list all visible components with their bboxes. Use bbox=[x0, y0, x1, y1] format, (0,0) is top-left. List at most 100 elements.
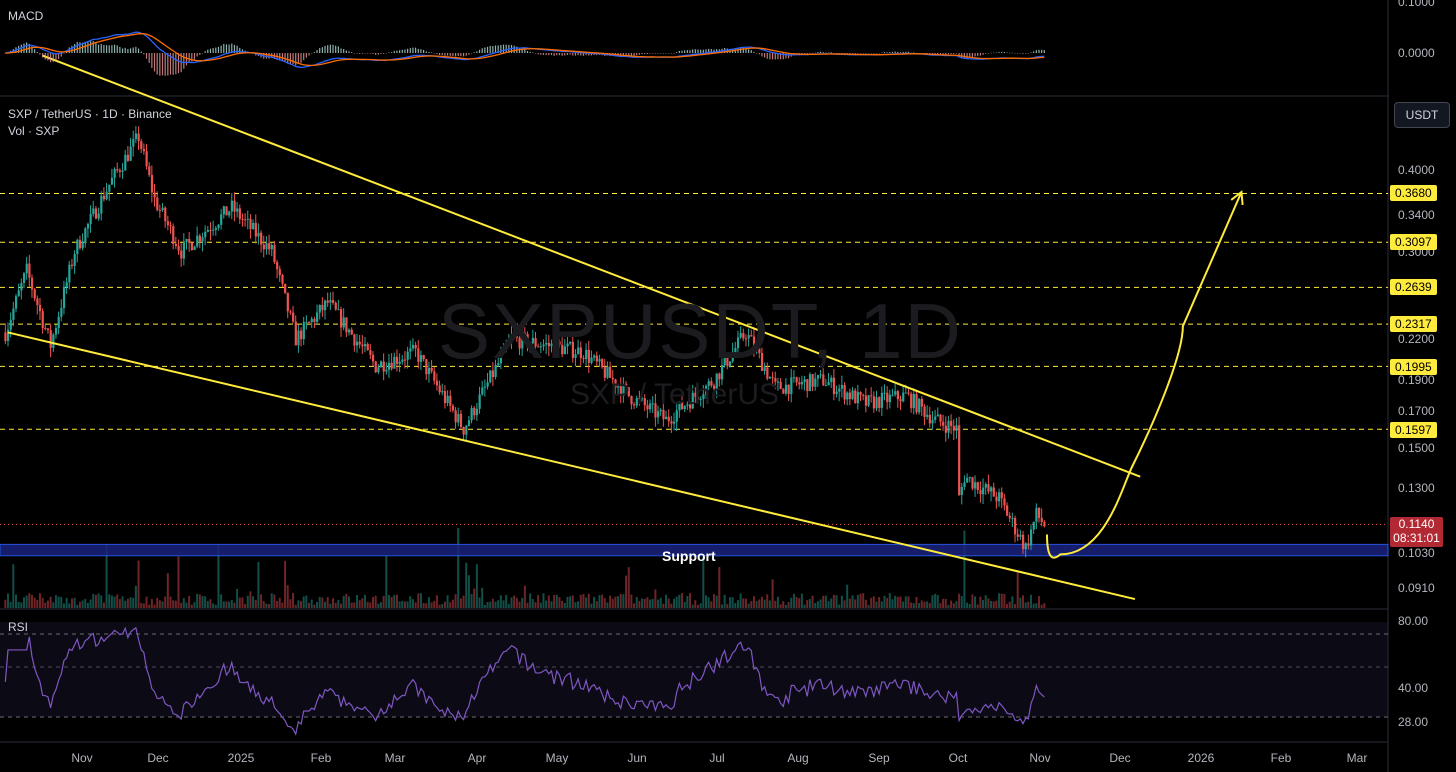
volume-bar bbox=[430, 602, 433, 608]
volume-bar bbox=[899, 596, 902, 608]
macd-histogram-bar bbox=[566, 53, 569, 55]
volume-bar bbox=[462, 595, 465, 608]
candle-body bbox=[627, 387, 630, 397]
volume-bar bbox=[694, 600, 697, 608]
macd-histogram-bar bbox=[425, 51, 427, 53]
macd-histogram-bar bbox=[529, 51, 531, 53]
candle-body bbox=[260, 232, 263, 245]
candle-body bbox=[169, 225, 172, 227]
candle-body bbox=[249, 218, 252, 230]
volume-bar bbox=[947, 604, 950, 608]
candle-body bbox=[1014, 517, 1017, 535]
volume-bar bbox=[920, 600, 923, 608]
volume-bar bbox=[699, 603, 702, 608]
candle-body bbox=[835, 391, 838, 394]
candle-body bbox=[316, 312, 319, 322]
candle-body bbox=[342, 317, 345, 328]
volume-bar bbox=[33, 597, 36, 608]
macd-histogram-bar bbox=[572, 53, 574, 56]
candle-body bbox=[968, 477, 971, 479]
volume-bar bbox=[990, 600, 993, 608]
candle-body bbox=[763, 367, 766, 371]
macd-histogram-bar bbox=[409, 48, 411, 53]
candle-body bbox=[76, 239, 79, 255]
currency-button[interactable]: USDT bbox=[1394, 102, 1450, 128]
trendline bbox=[42, 54, 1141, 478]
macd-histogram-bar bbox=[697, 49, 699, 53]
candle-body bbox=[278, 269, 281, 276]
symbol-label[interactable]: SXP / TetherUS · 1D · Binance bbox=[8, 107, 172, 121]
macd-histogram-bar bbox=[777, 53, 779, 60]
macd-histogram-bar bbox=[361, 53, 363, 54]
projection-arrowhead bbox=[1230, 190, 1244, 206]
macd-histogram-bar bbox=[886, 52, 888, 53]
volume-label[interactable]: Vol · SXP bbox=[8, 124, 60, 138]
candle-body bbox=[334, 302, 337, 310]
candle-body bbox=[393, 356, 396, 369]
volume-bar bbox=[185, 602, 188, 608]
rsi-label[interactable]: RSI bbox=[8, 620, 29, 634]
macd-histogram-bar bbox=[753, 51, 755, 53]
volume-bar bbox=[305, 595, 308, 608]
volume-bar bbox=[651, 598, 654, 608]
macd-histogram-bar bbox=[396, 50, 398, 53]
macd-histogram-bar bbox=[175, 53, 177, 75]
candle-body bbox=[62, 286, 66, 309]
candle-body bbox=[806, 379, 809, 392]
candle-body bbox=[44, 327, 47, 329]
macd-histogram-bar bbox=[63, 53, 65, 54]
macd-histogram-bar bbox=[556, 53, 558, 56]
candle-body bbox=[590, 357, 593, 363]
macd-histogram-bar bbox=[151, 53, 153, 68]
candle-body bbox=[558, 341, 561, 345]
candle-body bbox=[832, 377, 836, 394]
volume-bar bbox=[619, 594, 622, 608]
volume-bar bbox=[473, 588, 476, 608]
candle-body bbox=[134, 133, 138, 140]
volume-bar bbox=[662, 603, 665, 608]
macd-histogram-bar bbox=[60, 53, 62, 57]
macd-histogram-bar bbox=[89, 41, 92, 53]
volume-bar bbox=[739, 593, 742, 608]
volume-bar bbox=[846, 584, 849, 608]
volume-bar bbox=[4, 599, 7, 608]
volume-bar bbox=[966, 602, 969, 608]
volume-bar bbox=[435, 595, 438, 608]
macd-histogram-bar bbox=[84, 41, 86, 53]
macd-histogram-bar bbox=[1030, 52, 1032, 53]
volume-bar bbox=[1043, 603, 1046, 608]
volume-bar bbox=[1040, 604, 1043, 608]
volume-bar bbox=[238, 597, 241, 608]
volume-bar bbox=[547, 595, 550, 608]
signal-line bbox=[5, 33, 1045, 67]
candle-body bbox=[1027, 543, 1030, 546]
volume-bar bbox=[278, 597, 281, 608]
macd-histogram-bar bbox=[121, 48, 124, 53]
volume-bar bbox=[968, 604, 971, 608]
candle-body bbox=[363, 343, 367, 347]
candle-body bbox=[470, 407, 473, 421]
support-band bbox=[0, 543, 1389, 557]
volume-bar bbox=[675, 596, 678, 608]
candle-body bbox=[459, 413, 463, 428]
volume-bar bbox=[355, 595, 358, 608]
candle-body bbox=[651, 403, 654, 405]
macd-histogram-bar bbox=[311, 53, 313, 54]
macd-histogram-bar bbox=[660, 52, 662, 54]
volume-bar bbox=[262, 601, 265, 608]
time-axis-label: 2026 bbox=[1187, 751, 1215, 765]
macd-histogram-bar bbox=[835, 53, 838, 54]
volume-bar bbox=[209, 599, 212, 608]
candle-body bbox=[313, 318, 316, 322]
volume-bar bbox=[814, 602, 817, 608]
candle-body bbox=[38, 305, 42, 312]
macd-histogram-bar bbox=[526, 50, 529, 53]
volume-bar bbox=[542, 593, 545, 608]
volume-bar bbox=[22, 597, 25, 608]
macd-histogram-bar bbox=[364, 53, 366, 54]
macd-histogram-bar bbox=[31, 46, 33, 53]
volume-bar bbox=[46, 600, 49, 608]
candle-body bbox=[601, 359, 604, 368]
macd-histogram-bar bbox=[545, 53, 547, 55]
volume-bar bbox=[878, 597, 881, 608]
